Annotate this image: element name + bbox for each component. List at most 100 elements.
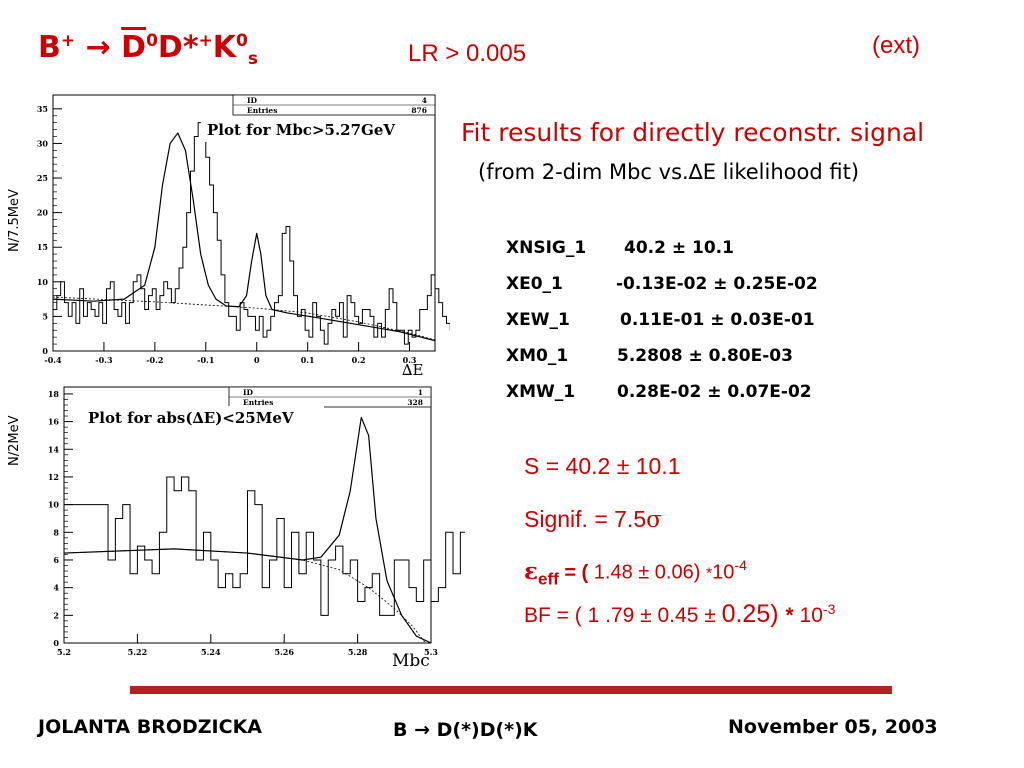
bf-ten: 10 — [793, 604, 823, 627]
histogram-series — [52, 122, 450, 351]
y-tick-label: 12 — [48, 472, 59, 482]
title-b: B — [38, 30, 61, 65]
x-tick-label: 0 — [254, 355, 260, 365]
y-tick-label: 0 — [42, 346, 48, 356]
title-dstar-sup: + — [198, 31, 213, 51]
y-tick-label: 18 — [48, 389, 60, 399]
stats-id-value: 4 — [422, 96, 427, 105]
topic-prefix: B — [393, 719, 415, 741]
x-tick-label: 5.22 — [128, 647, 147, 657]
x-tick-label: 5.2 — [57, 647, 71, 657]
footer-date: November 05, 2003 — [728, 716, 938, 738]
eff-sub: eff — [537, 569, 559, 589]
stats-entries-label: Entries — [243, 398, 273, 407]
signif-prefix: Signif. = 7.5 — [524, 506, 647, 532]
y-tick-label: 5 — [42, 311, 48, 321]
param-row: XNSIG_1 40.2 ± 10.1 — [506, 238, 734, 258]
ext-label: (ext) — [872, 32, 920, 59]
fit-subtitle: (from 2-dim Mbc vs.∆E likelihood fit) — [478, 160, 860, 184]
delta-e-plot: 0 5 10 15 20 25 30 35 -0.4 -0.3 -0.2 -0.1 0 0.1 0.2 0.3… — [7, 94, 450, 379]
title-b-sup: + — [60, 31, 76, 51]
x-tick-label: -0.1 — [197, 355, 214, 365]
title-k: K — [212, 30, 237, 65]
param-value: 40.2 ± 10.1 — [624, 238, 734, 258]
x-axis-label: Mbc — [392, 651, 430, 671]
param-row: XEW_1 0.11E-01 ± 0.03E-01 — [506, 310, 815, 330]
x-tick-label: -0.3 — [95, 355, 113, 365]
param-row: XM0_1 5.2808 ± 0.80E-03 — [506, 346, 793, 366]
x-tick-label: 5.3 — [424, 647, 438, 657]
eff-value: 1.48 ± 0.06) — [588, 561, 706, 584]
y-tick-label: 20 — [37, 208, 49, 218]
y-tick-label: 10 — [48, 500, 60, 510]
y-tick-label: 2 — [53, 610, 59, 620]
footer-author: JOLANTA BRODZICKA — [38, 716, 262, 738]
fit-title: Fit results for directly reconstr. signa… — [461, 118, 925, 147]
param-name: XM0_1 — [506, 346, 569, 366]
title-d-sup: 0 — [146, 31, 158, 51]
bf-star: * — [785, 604, 794, 627]
stats-entries-value: 328 — [407, 398, 423, 407]
param-name: XMW_1 — [506, 382, 576, 402]
significance: Signif. = 7.5σ — [524, 506, 662, 533]
bf-prefix: BF = ( 1 .79 ± 0.45 ± — [524, 604, 722, 627]
param-value: -0.13E-02 ± 0.25E-02 — [616, 274, 818, 294]
y-tick-label: 15 — [37, 242, 48, 252]
title-arrow: → — [85, 30, 111, 65]
efficiency: εeff = ( 1.48 ± 0.06) *10-4 — [524, 557, 747, 589]
title-d: D — [121, 30, 147, 65]
bf-exp: -3 — [822, 601, 836, 617]
y-tick-label: 30 — [37, 138, 49, 148]
stats-id-label: ID — [243, 388, 254, 397]
total-fit-curve — [52, 132, 436, 342]
param-row: XMW_1 0.28E-02 ± 0.07E-02 — [506, 382, 812, 402]
y-tick-label: 8 — [53, 527, 59, 537]
param-value: 0.11E-01 ± 0.03E-01 — [620, 310, 815, 330]
param-row: XE0_1 -0.13E-02 ± 0.25E-02 — [506, 274, 818, 294]
mbc-plot: 0 2 4 6 8 10 12 14 16 18 5.2 5.22 5.24 5.26 5.28 5.3 ID 1… — [7, 386, 465, 671]
y-tick-label: 16 — [48, 417, 60, 427]
slide-title: B+ → D0D*+K0s — [38, 30, 258, 69]
stats-id-label: ID — [247, 96, 258, 105]
branching-fraction: BF = ( 1 .79 ± 0.45 ± 0.25) * 10-3 — [524, 600, 835, 629]
background-fit-curve — [63, 548, 426, 644]
param-value: 5.2808 ± 0.80E-03 — [617, 346, 793, 366]
histogram-series — [63, 476, 465, 643]
bf-close: ) — [770, 600, 786, 628]
y-tick-label: 0 — [53, 638, 59, 648]
total-fit-curve — [63, 416, 432, 644]
title-k-sup: 0 — [236, 31, 248, 51]
param-value: 0.28E-02 ± 0.07E-02 — [617, 382, 812, 402]
param-name: XNSIG_1 — [506, 238, 587, 258]
x-tick-label: 0.3 — [403, 355, 417, 365]
x-tick-label: 0.1 — [301, 355, 315, 365]
y-axis-label: N/7.5MeV — [7, 189, 22, 252]
eff-open: = ( — [558, 561, 589, 584]
title-dstar: D* — [157, 30, 199, 65]
topic-rest: D(*)D(*)K — [430, 719, 538, 741]
y-tick-label: 35 — [37, 104, 48, 114]
stats-id-value: 1 — [418, 388, 423, 397]
x-tick-label: 5.24 — [201, 647, 221, 657]
signal-yield: S = 40.2 ± 10.1 — [524, 453, 681, 479]
y-tick-label: 25 — [37, 173, 48, 183]
eff-ten: 10 — [712, 561, 735, 584]
title-k-sub: s — [247, 49, 258, 69]
x-tick-label: -0.2 — [146, 355, 163, 365]
x-tick-label: 5.28 — [348, 647, 368, 657]
topic-arrow: → — [414, 719, 431, 741]
x-tick-label: -0.4 — [44, 355, 62, 365]
plot-title-bg — [84, 406, 324, 430]
param-name: XE0_1 — [506, 274, 563, 294]
eff-mult: * — [705, 565, 713, 583]
lr-cut: LR > 0.005 — [408, 40, 527, 67]
bf-big: 0.25 — [721, 600, 771, 628]
stats-entries-value: 876 — [411, 106, 427, 115]
y-tick-label: 14 — [48, 444, 60, 454]
y-tick-label: 4 — [53, 583, 59, 593]
eff-eps: ε — [524, 557, 538, 585]
stats-entries-label: Entries — [247, 106, 277, 115]
plot-title: Plot for abs(∆E)<25MeV — [88, 409, 294, 427]
plot-title-bg — [201, 118, 433, 142]
background-fit-curve — [52, 296, 436, 341]
